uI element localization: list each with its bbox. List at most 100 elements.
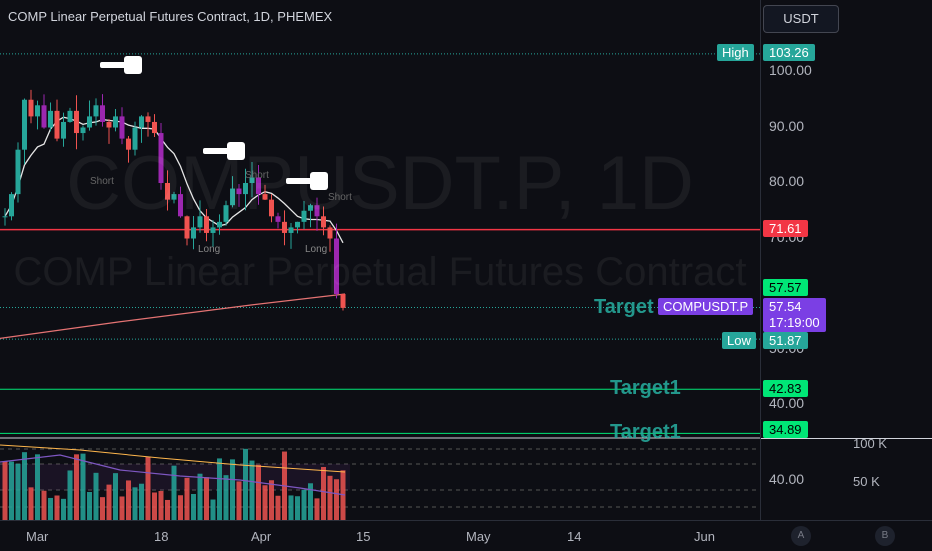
currency-button[interactable]: USDT [763,5,839,33]
resistance-badge: 71.61 [763,220,808,237]
candle-body [262,194,268,200]
candle-body [210,227,216,233]
candle-body [126,138,131,150]
volume-bar [204,477,209,520]
price-chart[interactable] [0,0,760,550]
time-label: Mar [26,529,49,544]
candle-body [282,221,287,233]
volume-bar [22,452,27,520]
price-axis[interactable]: 100.00 90.00 80.00 70.00 50.00 40.00 103… [760,0,932,520]
candle-body [275,216,281,222]
ruler-icon [124,56,142,74]
volume-bar [165,499,170,520]
candle-body [204,216,209,233]
target2-value-badge: 34.89 [763,421,808,438]
ruler-icon [310,172,328,190]
volume-bar [301,489,307,520]
candle-body [100,105,105,122]
candle-body [340,294,346,308]
volume-bar [87,491,92,520]
volume-bar [314,498,320,520]
candle-body [314,205,320,217]
symbol-label: COMPUSDT.P [658,298,754,315]
time-label: Jun [694,529,715,544]
volume-bar [132,487,138,520]
volume-bar [119,496,125,520]
time-label: 15 [356,529,371,544]
candle-body [230,188,235,206]
time-axis[interactable]: Mar 18 Apr 15 May 14 Jun A B [0,520,932,551]
ruler-icon [286,178,312,184]
pane-separator[interactable] [761,438,932,439]
candle-body [269,199,274,217]
candle-body [132,127,138,150]
volume-bar [288,495,294,520]
log-scale-button[interactable]: B [875,526,895,546]
price-tick: 90.00 [769,118,805,134]
candle-body [48,110,53,128]
volume-tick: 50 K [853,474,880,489]
candle-body [22,99,27,150]
candle-body [256,177,261,195]
volume-bar [93,472,99,520]
candle-body [28,99,34,117]
candle-body [54,110,60,139]
candle-body [106,121,112,128]
volume-bar [28,487,34,520]
indicator-tick: 40.00 [769,471,805,487]
rsi-line [0,454,346,496]
volume-bar [9,461,14,520]
candle-body [80,127,86,134]
high-value-badge: 103.26 [763,44,815,61]
low-label: Low [722,332,756,349]
short-annotation: Short [245,170,269,181]
high-label: High [717,44,754,61]
candle-body [41,105,47,128]
candle-body [171,194,177,200]
candle-body [243,183,248,195]
volume-bar [100,497,105,520]
volume-bar [152,492,157,520]
volume-bar [295,496,300,520]
ruler-icon [203,148,229,154]
volume-bar [35,454,40,520]
volume-bar [106,484,112,520]
time-label: May [466,529,491,544]
price-tick: 40.00 [769,395,805,411]
candle-body [288,227,294,233]
candle-body [87,116,92,128]
candle-body [165,183,170,200]
candle-body [295,221,300,228]
volume-bar [269,480,274,520]
candle-body [178,194,183,217]
long-ma-line [0,293,346,339]
candle-body [35,105,40,117]
auto-scale-button[interactable]: A [791,526,811,546]
candle-body [15,149,21,195]
volume-bar [334,479,339,520]
volume-bar [41,490,47,520]
volume-bar [197,473,203,520]
short-annotation: Short [328,192,352,203]
volume-bar [67,470,73,520]
candle-body [74,110,79,134]
current-price: 57.54 [769,299,802,314]
candle-body [334,238,339,294]
ruler-icon [227,142,245,160]
volume-bar [249,460,255,520]
volume-bar [178,495,183,520]
target2-label: Target1 [610,421,681,443]
time-label: 18 [154,529,169,544]
candle-body [321,216,326,228]
volume-bar [230,459,235,520]
chart-title: COMP Linear Perpetual Futures Contract, … [8,9,333,24]
ma-line [4,116,344,244]
candle-body [308,205,313,211]
long-annotation: Long [305,244,328,255]
candle-body [249,177,255,183]
candle-body [223,205,229,222]
candle-body [93,105,99,117]
volume-bar [15,463,21,520]
short-annotation: Short [90,176,114,187]
rsi-ma-line [0,444,346,473]
